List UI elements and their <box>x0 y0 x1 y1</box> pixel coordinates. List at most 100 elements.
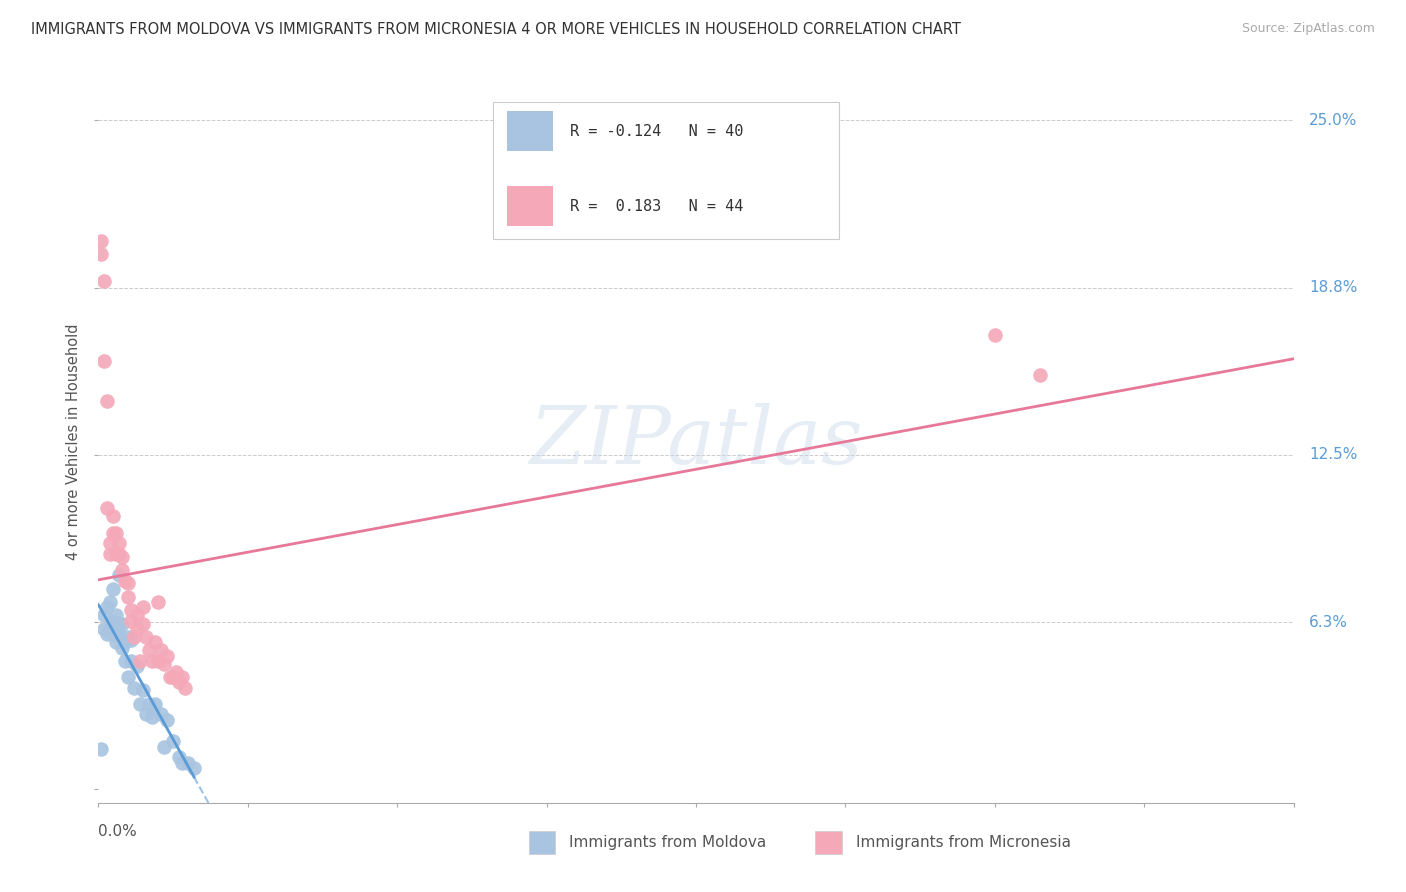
Point <box>96 501 118 516</box>
Point <box>98 622 122 636</box>
Point <box>167 675 190 690</box>
Point <box>148 595 170 609</box>
Text: R =  0.183   N = 44: R = 0.183 N = 44 <box>571 199 744 214</box>
Point <box>156 648 179 663</box>
Point <box>162 734 184 748</box>
Text: 25.0%: 25.0% <box>1309 113 1357 128</box>
Point <box>138 697 160 711</box>
Point <box>159 670 181 684</box>
Point <box>120 632 142 647</box>
Point <box>93 608 115 623</box>
Point <box>138 643 160 657</box>
Point <box>143 697 166 711</box>
Point <box>96 627 118 641</box>
Point <box>153 739 176 754</box>
Point <box>93 274 115 288</box>
Point <box>114 574 136 588</box>
Point <box>172 670 194 684</box>
Point <box>167 750 190 764</box>
Point <box>93 622 115 636</box>
Text: R = -0.124   N = 40: R = -0.124 N = 40 <box>571 124 744 139</box>
FancyBboxPatch shape <box>508 112 553 151</box>
Text: 18.8%: 18.8% <box>1309 280 1357 295</box>
Point <box>90 234 112 248</box>
Point <box>117 630 139 644</box>
Point <box>143 635 166 649</box>
Point <box>103 614 125 628</box>
Point <box>1028 368 1050 382</box>
Text: 0.0%: 0.0% <box>98 824 138 839</box>
Point <box>90 742 112 756</box>
Text: Immigrants from Moldova: Immigrants from Moldova <box>569 835 766 850</box>
Point <box>120 614 142 628</box>
Text: IMMIGRANTS FROM MOLDOVA VS IMMIGRANTS FROM MICRONESIA 4 OR MORE VEHICLES IN HOUS: IMMIGRANTS FROM MOLDOVA VS IMMIGRANTS FR… <box>31 22 960 37</box>
FancyBboxPatch shape <box>529 831 555 855</box>
Point <box>96 394 118 409</box>
Point <box>124 681 146 695</box>
Point <box>132 600 155 615</box>
Point <box>117 670 139 684</box>
Point <box>114 635 136 649</box>
Point <box>120 654 142 668</box>
Point <box>127 622 149 636</box>
Point <box>135 707 157 722</box>
Point <box>141 710 163 724</box>
Point <box>135 630 157 644</box>
Point <box>105 608 128 623</box>
FancyBboxPatch shape <box>494 102 839 239</box>
Point <box>172 756 194 770</box>
Point <box>103 525 125 540</box>
Point <box>984 327 1007 342</box>
Point <box>165 665 187 679</box>
Point <box>156 713 179 727</box>
Point <box>150 707 173 722</box>
Point <box>103 627 125 641</box>
Point <box>141 654 163 668</box>
Text: Immigrants from Micronesia: Immigrants from Micronesia <box>856 835 1071 850</box>
Point <box>111 640 134 655</box>
Point <box>127 608 149 623</box>
Point <box>183 761 205 775</box>
Point <box>124 630 146 644</box>
FancyBboxPatch shape <box>815 831 842 855</box>
Point <box>129 697 152 711</box>
Text: Source: ZipAtlas.com: Source: ZipAtlas.com <box>1241 22 1375 36</box>
Point <box>174 681 197 695</box>
Point <box>108 568 131 582</box>
Point <box>105 635 128 649</box>
Point <box>111 563 134 577</box>
Point <box>111 549 134 564</box>
Point <box>105 525 128 540</box>
Point <box>103 509 125 524</box>
Point <box>117 576 139 591</box>
Point <box>177 756 200 770</box>
Point <box>111 616 134 631</box>
Point <box>98 536 122 550</box>
Text: 12.5%: 12.5% <box>1309 448 1357 462</box>
Point <box>93 354 115 368</box>
Point <box>96 600 118 615</box>
Y-axis label: 4 or more Vehicles in Household: 4 or more Vehicles in Household <box>66 323 82 560</box>
Point <box>108 616 131 631</box>
Text: ZIPatlas: ZIPatlas <box>529 403 863 480</box>
Point <box>150 643 173 657</box>
Point <box>105 622 128 636</box>
Point <box>148 654 170 668</box>
Point <box>162 670 184 684</box>
Point <box>114 654 136 668</box>
Point <box>108 627 131 641</box>
Point <box>153 657 176 671</box>
Point <box>103 582 125 596</box>
Point <box>132 616 155 631</box>
Point <box>98 595 122 609</box>
FancyBboxPatch shape <box>508 186 553 227</box>
Point <box>129 654 152 668</box>
Point <box>90 247 112 261</box>
Point <box>105 547 128 561</box>
Point <box>108 536 131 550</box>
Point <box>98 547 122 561</box>
Point <box>132 683 155 698</box>
Point <box>120 603 142 617</box>
Point <box>108 547 131 561</box>
Point <box>127 659 149 673</box>
